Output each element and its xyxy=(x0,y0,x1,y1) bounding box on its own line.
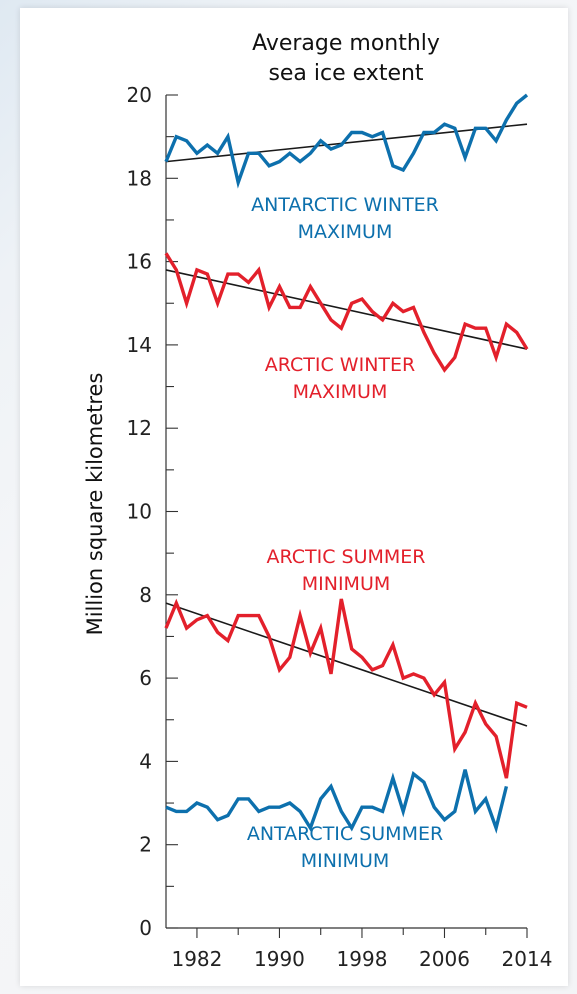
y-tick-label: 16 xyxy=(127,250,152,274)
chart-title-line-2: sea ice extent xyxy=(268,61,423,86)
x-tick-label: 2014 xyxy=(502,947,553,971)
series-label-line-1: ARCTIC SUMMER xyxy=(267,546,426,568)
series-lines xyxy=(164,93,529,834)
axes: 0 2 4 6 8 10 12 14 16 18 20 1982 1990 1998 2006 2014 xyxy=(127,83,553,971)
series-line-2 xyxy=(164,598,528,779)
chart-title-line-1: Average monthly xyxy=(252,31,440,56)
series-label-0: ANTARCTIC WINTER MAXIMUM xyxy=(251,194,439,243)
x-tick-label: 1998 xyxy=(337,947,388,971)
trend-line-0 xyxy=(165,123,528,163)
series-label-line-2: MAXIMUM xyxy=(293,381,388,403)
chart-panel: Average monthly sea ice extent Million s… xyxy=(20,8,568,986)
y-tick-label: 18 xyxy=(127,166,152,190)
series-label-line-2: MINIMUM xyxy=(302,573,391,595)
y-tick-label: 10 xyxy=(127,500,152,524)
y-tick-label: 4 xyxy=(139,749,152,773)
trend-line-1 xyxy=(165,269,528,350)
y-tick-label: 14 xyxy=(127,333,152,357)
series-label-line-1: ARCTIC WINTER xyxy=(265,354,415,376)
y-axis-label: Million square kilometres xyxy=(83,373,107,636)
series-labels: ANTARCTIC WINTER MAXIMUM ARCTIC WINTER MAXI… xyxy=(247,194,443,872)
trend-line-2 xyxy=(165,602,528,727)
y-tick-label: 8 xyxy=(139,583,152,607)
y-tick-label: 6 xyxy=(139,666,152,690)
x-tick-label: 1982 xyxy=(171,947,222,971)
series-label-line-2: MINIMUM xyxy=(301,850,390,872)
series-label-2: ARCTIC SUMMER MINIMUM xyxy=(267,546,426,595)
chart-title: Average monthly sea ice extent xyxy=(252,31,440,86)
series-line-0 xyxy=(164,93,529,189)
y-tick-label: 20 xyxy=(127,83,152,107)
series-label-3: ANTARCTIC SUMMER MINIMUM xyxy=(247,823,443,872)
x-tick-label: 1990 xyxy=(254,947,305,971)
series-label-line-1: ANTARCTIC WINTER xyxy=(251,194,439,216)
series-line-1 xyxy=(164,252,529,373)
y-tick-label: 2 xyxy=(139,833,152,857)
y-tick-label: 0 xyxy=(139,916,152,940)
series-label-line-2: MAXIMUM xyxy=(298,221,393,243)
y-tick-label: 12 xyxy=(127,416,152,440)
series-line-3 xyxy=(165,769,509,834)
sea-ice-chart: Average monthly sea ice extent Million s… xyxy=(83,31,553,971)
series-label-line-1: ANTARCTIC SUMMER xyxy=(247,823,443,845)
series-label-1: ARCTIC WINTER MAXIMUM xyxy=(265,354,415,403)
x-tick-label: 2006 xyxy=(419,947,470,971)
